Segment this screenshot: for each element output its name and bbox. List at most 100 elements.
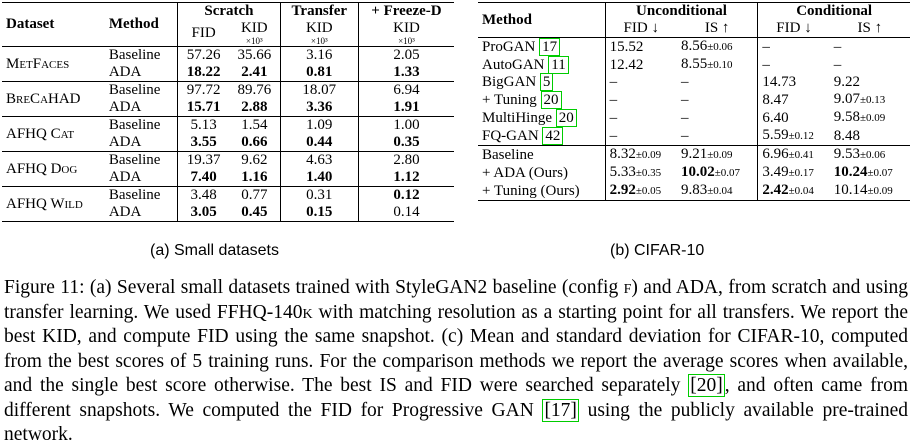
cis-cell: –	[833, 56, 842, 73]
method-cell: ProGAN 17	[478, 37, 606, 56]
cfid-cell: –	[762, 38, 770, 55]
figure-caption: Figure 11: (a) Several small datasets tr…	[4, 276, 908, 448]
kid-cell: 35.66	[228, 46, 281, 64]
kid-cell: 0.66	[228, 134, 281, 152]
cis-cell: 10.14±0.09	[833, 182, 893, 198]
citation-link[interactable]: 17	[539, 37, 561, 56]
kid-cell: 1.16	[228, 169, 281, 187]
dataset-cell: AFHQ Wild	[6, 195, 83, 212]
table-row: AFHQ Dog Baseline 19.37 9.62 4.63 2.80	[2, 151, 454, 177]
transfer-cell: 0.15	[280, 204, 359, 222]
subcol-transfer-kid: KID ×10³	[280, 20, 359, 47]
transfer-cell: 0.31	[280, 186, 359, 204]
citation-link[interactable]: 42	[542, 126, 564, 145]
uis-cell: 8.56±0.06	[676, 37, 759, 56]
dataset-cell: MetFaces	[6, 55, 70, 72]
method-cell: MultiHinge 20	[478, 108, 606, 127]
freezed-cell: 1.00	[393, 117, 420, 133]
method-cell: FQ-GAN 42	[478, 126, 606, 146]
citation-link[interactable]: [17]	[542, 398, 579, 422]
table-row: ADA 15.71 2.88 3.36 1.91	[2, 99, 454, 117]
col-scratch: Scratch	[177, 2, 281, 20]
method-cell: Baseline	[104, 151, 179, 169]
uis-cell: 10.02±0.07	[676, 164, 759, 182]
citation-link[interactable]: 20	[555, 108, 577, 127]
uis-cell: –	[676, 74, 759, 91]
table-row: ADA 3.55 0.66 0.44 0.35	[2, 134, 454, 152]
cis-cell: 9.53±0.06	[833, 146, 886, 162]
subcol-uis: IS ↑	[676, 20, 759, 38]
cifar10-table: Method Unconditional Conditional FID ↓ I…	[478, 2, 910, 201]
ufid-cell: 15.52	[609, 38, 644, 55]
kid-cell: 89.76	[228, 81, 281, 99]
transfer-cell: 1.40	[280, 169, 359, 187]
uis-cell: –	[676, 109, 759, 127]
table-row: ADA 3.05 0.45 0.15 0.14	[2, 204, 454, 222]
citation-link[interactable]: 20	[540, 90, 562, 109]
table-row: + Tuning 20 – – 8.47 9.07±0.13	[478, 90, 910, 109]
transfer-cell: 4.63	[280, 151, 359, 169]
ufid-cell: –	[609, 91, 618, 108]
col-unconditional: Unconditional	[605, 2, 759, 20]
col-dataset: Dataset	[6, 16, 55, 32]
table-row: Baseline 8.32±0.09 9.21±0.09 6.96±0.41 9…	[478, 145, 910, 164]
freezed-cell: 1.33	[393, 64, 420, 80]
fid-cell: 97.72	[186, 82, 221, 98]
kid-cell: 0.45	[228, 204, 281, 222]
cis-cell: 10.24±0.07	[833, 164, 893, 180]
table-row: AutoGAN 11 12.42 8.55±0.10 – –	[478, 55, 910, 74]
fid-cell: 5.13	[190, 117, 217, 133]
cfid-cell: 6.40	[762, 109, 789, 126]
table-row: BreCaHAD Baseline 97.72 89.76 18.07 6.94	[2, 81, 454, 107]
table-row: ProGAN 17 15.52 8.56±0.06 – –	[478, 37, 910, 56]
subcol-cis: IS ↑	[857, 20, 883, 36]
col-freezed: + Freeze-D	[371, 3, 442, 19]
citation-link[interactable]: [20]	[688, 374, 725, 397]
transfer-cell: 3.36	[280, 99, 359, 117]
cis-cell: 9.22	[833, 74, 860, 90]
dataset-cell: BreCaHAD	[6, 90, 81, 107]
method-cell: ADA	[104, 134, 179, 152]
cfid-cell: 8.47	[762, 91, 789, 108]
subcaption-a: (a) Small datasets	[150, 242, 279, 259]
dataset-cell: AFHQ Dog	[6, 160, 78, 177]
table-row: AFHQ Wild Baseline 3.48 0.77 0.31 0.12	[2, 186, 454, 212]
method-cell: Baseline	[104, 81, 179, 99]
ufid-cell: –	[609, 109, 618, 126]
table-row: AFHQ Cat Baseline 5.13 1.54 1.09 1.00	[2, 116, 454, 142]
cfid-cell: 14.73	[762, 74, 797, 90]
freezed-cell: 0.35	[393, 134, 420, 150]
method-cell: + ADA (Ours)	[478, 164, 606, 182]
subcol-kid: KID ×10³	[228, 20, 281, 47]
transfer-cell: 1.09	[280, 116, 359, 134]
table-row: ADA 18.22 2.41 0.81 1.33	[2, 64, 454, 82]
ufid-cell: 5.33±0.35	[609, 164, 662, 180]
table-row: FQ-GAN 42 – – 5.59±0.12 8.48	[478, 126, 910, 146]
cfid-cell: 2.42±0.04	[762, 182, 814, 198]
table-row: MultiHinge 20 – – 6.40 9.58±0.09	[478, 108, 910, 127]
figure-caption-text: Figure 11: (a) Several small datasets tr…	[4, 277, 908, 445]
freezed-cell: 1.91	[393, 99, 420, 115]
ufid-cell: 12.42	[609, 56, 644, 73]
method-cell: Baseline	[478, 145, 606, 164]
subcol-freezed-kid: KID ×10³	[393, 20, 420, 46]
cfid-cell: 5.59±0.12	[762, 127, 814, 143]
method-cell: ADA	[104, 204, 179, 222]
freezed-cell: 2.05	[393, 47, 420, 63]
method-cell: ADA	[104, 169, 179, 187]
fid-cell: 19.37	[186, 152, 221, 168]
method-cell: + Tuning 20	[478, 90, 606, 109]
citation-link[interactable]: 11	[548, 55, 569, 74]
citation-link[interactable]: 5	[539, 73, 554, 91]
cis-cell: 8.48	[833, 127, 860, 144]
col-conditional: Conditional	[796, 3, 873, 19]
transfer-cell: 3.16	[280, 46, 359, 64]
uis-cell: –	[676, 127, 759, 146]
table-row: + ADA (Ours) 5.33±0.35 10.02±0.07 3.49±0…	[478, 164, 910, 182]
freezed-cell: 6.94	[393, 82, 420, 98]
ufid-cell: 2.92±0.05	[609, 182, 662, 198]
uis-cell: –	[676, 91, 759, 109]
cis-cell: 9.07±0.13	[833, 91, 886, 107]
subcol-ufid: FID ↓	[623, 20, 659, 36]
ufid-cell: 8.32±0.09	[609, 146, 662, 162]
